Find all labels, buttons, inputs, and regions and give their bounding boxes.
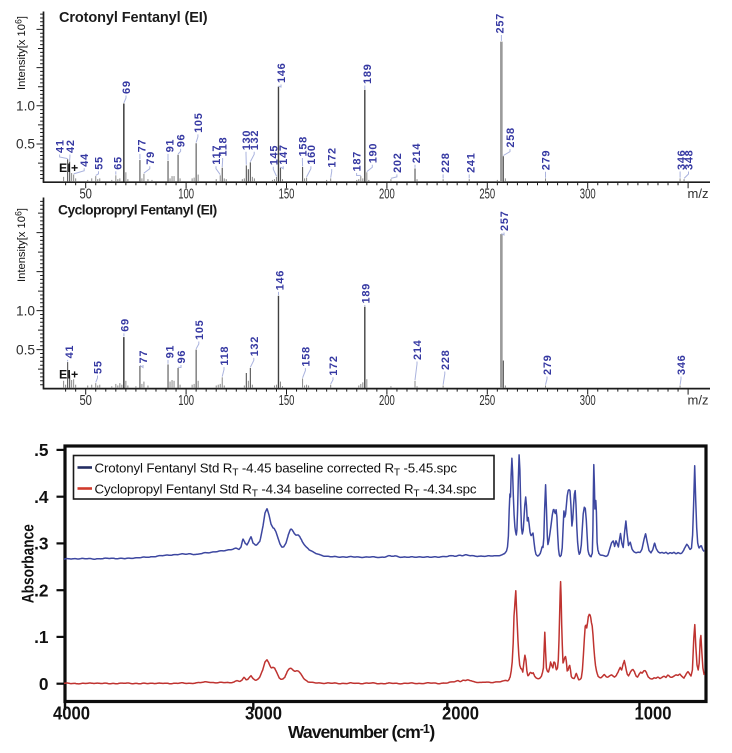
svg-text:55: 55	[94, 156, 106, 170]
svg-text:79: 79	[145, 151, 157, 165]
svg-text:257: 257	[495, 13, 507, 33]
svg-text:Wavenumber (cm-1): Wavenumber (cm-1)	[288, 722, 434, 742]
svg-text:200: 200	[379, 392, 395, 409]
svg-text:91: 91	[165, 345, 177, 359]
svg-text:.1: .1	[34, 627, 49, 647]
svg-text:118: 118	[218, 137, 230, 157]
svg-text:228: 228	[440, 350, 452, 370]
svg-text:65: 65	[113, 156, 125, 170]
svg-text:.5: .5	[34, 440, 49, 460]
svg-text:228: 228	[440, 152, 452, 172]
svg-text:69: 69	[120, 318, 132, 332]
svg-text:69: 69	[121, 80, 133, 94]
svg-text:1000: 1000	[635, 702, 672, 723]
svg-text:77: 77	[137, 139, 149, 153]
svg-text:96: 96	[176, 350, 188, 364]
svg-text:300: 300	[580, 392, 596, 409]
svg-text:EI+: EI+	[59, 367, 78, 381]
svg-text:190: 190	[367, 143, 379, 163]
svg-text:1.0: 1.0	[16, 303, 35, 318]
svg-text:202: 202	[392, 152, 404, 172]
svg-text:Cyclopropryl Fentanyl (EI): Cyclopropryl Fentanyl (EI)	[58, 203, 217, 218]
svg-text:EI+: EI+	[59, 161, 78, 175]
svg-text:42: 42	[65, 139, 77, 153]
svg-text:346: 346	[676, 355, 688, 375]
svg-text:145: 145	[268, 145, 280, 165]
svg-text:187: 187	[352, 151, 364, 171]
svg-text:214: 214	[411, 143, 423, 164]
svg-text:41: 41	[64, 345, 76, 359]
svg-text:118: 118	[219, 346, 231, 366]
svg-text:132: 132	[249, 336, 261, 356]
svg-text:150: 150	[279, 392, 295, 409]
svg-text:3000: 3000	[245, 702, 282, 723]
svg-text:117: 117	[211, 145, 223, 165]
svg-text:91: 91	[164, 139, 176, 153]
svg-text:105: 105	[193, 112, 205, 132]
svg-text:279: 279	[540, 150, 552, 170]
svg-text:158: 158	[297, 136, 309, 156]
svg-text:55: 55	[93, 360, 105, 374]
svg-text:257: 257	[499, 211, 511, 231]
svg-text:146: 146	[275, 270, 287, 290]
svg-text:250: 250	[479, 392, 495, 409]
svg-text:258: 258	[505, 127, 517, 147]
svg-text:1.0: 1.0	[16, 99, 35, 114]
svg-text:160: 160	[306, 144, 318, 164]
svg-text:m/z: m/z	[688, 393, 709, 408]
svg-text:132: 132	[249, 130, 261, 150]
svg-text:300: 300	[580, 186, 596, 203]
svg-text:44: 44	[79, 153, 91, 167]
svg-text:Cyclopropyl Fentanyl Std RT -4: Cyclopropyl Fentanyl Std RT -4.34 baseli…	[95, 482, 477, 500]
svg-text:100: 100	[178, 186, 194, 203]
svg-text:77: 77	[138, 350, 150, 364]
svg-text:Crotonyl Fentanyl (EI): Crotonyl Fentanyl (EI)	[59, 10, 208, 26]
svg-text:0.5: 0.5	[16, 342, 35, 357]
svg-text:0.5: 0.5	[16, 137, 35, 152]
svg-text:.3: .3	[34, 534, 48, 554]
svg-text:346: 346	[676, 150, 688, 170]
svg-text:172: 172	[328, 355, 340, 375]
svg-text:Crotonyl Fentanyl Std RT -4.45: Crotonyl Fentanyl Std RT -4.45 baseline …	[95, 461, 458, 479]
svg-text:.2: .2	[34, 581, 48, 601]
svg-text:105: 105	[194, 320, 206, 340]
svg-text:2000: 2000	[442, 702, 479, 723]
svg-text:Absorbance: Absorbance	[19, 524, 38, 603]
svg-text:348: 348	[684, 150, 696, 170]
svg-text:172: 172	[327, 147, 339, 167]
svg-text:130: 130	[241, 130, 253, 150]
svg-text:41: 41	[55, 139, 67, 153]
svg-text:241: 241	[466, 152, 478, 172]
svg-text:m/z: m/z	[688, 186, 709, 201]
svg-text:189: 189	[362, 64, 374, 84]
svg-text:100: 100	[178, 392, 194, 409]
svg-text:96: 96	[176, 134, 188, 148]
svg-text:158: 158	[300, 346, 312, 366]
svg-text:200: 200	[379, 186, 395, 203]
svg-text:250: 250	[479, 186, 495, 203]
svg-text:Intensity[x 106]: Intensity[x 106]	[13, 16, 28, 90]
svg-text:279: 279	[542, 355, 554, 375]
svg-text:4000: 4000	[53, 702, 90, 723]
svg-text:Intensity[x 106]: Intensity[x 106]	[13, 208, 28, 282]
svg-text:.4: .4	[34, 487, 49, 507]
svg-text:0: 0	[39, 674, 49, 694]
svg-text:189: 189	[361, 283, 373, 303]
svg-text:50: 50	[79, 392, 92, 409]
svg-text:214: 214	[412, 339, 424, 360]
svg-text:147: 147	[278, 144, 290, 164]
svg-text:50: 50	[79, 186, 92, 203]
svg-text:150: 150	[279, 186, 295, 203]
svg-text:146: 146	[276, 63, 288, 83]
